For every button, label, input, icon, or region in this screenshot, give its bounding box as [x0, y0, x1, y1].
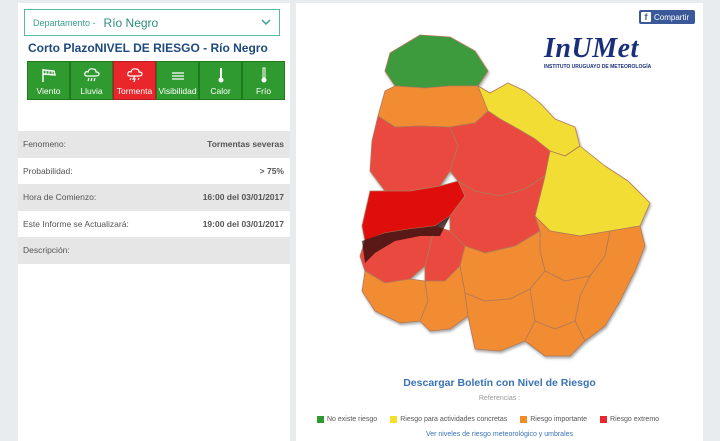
risk-legend: No existe riesgo Riesgo para actividades…	[317, 416, 672, 423]
uruguay-risk-map	[359, 34, 651, 357]
info-label: Hora de Comienzo:	[23, 192, 97, 203]
risk-label: Calor	[210, 86, 231, 96]
risk-label: Frío	[255, 86, 272, 96]
risk-label: Visibilidad	[158, 86, 197, 96]
thermometer-hot-icon	[218, 68, 223, 83]
info-table: Fenomeno: Tormentas severas Probabilidad…	[18, 131, 290, 264]
legend-label: Riesgo extremo	[610, 416, 660, 423]
thermometer-cold-icon	[261, 67, 266, 83]
info-value: Tormentas severas	[207, 139, 284, 150]
legend-swatch	[600, 416, 608, 423]
departamento-value: Río Negro	[103, 15, 159, 30]
legend-label: No existe riesgo	[327, 416, 378, 423]
storm-shadow	[362, 216, 450, 263]
info-value: > 75%	[259, 165, 284, 176]
legend-swatch	[520, 416, 528, 423]
risk-label: Tormenta	[116, 86, 153, 96]
info-row-probabilidad: Probabilidad: > 75%	[18, 158, 290, 185]
logo-sub-text: INSTITUTO URUGUAYO DE METEOROLOGÍA	[544, 64, 652, 70]
legend-swatch	[317, 416, 324, 423]
share-label: Compartir	[654, 12, 690, 22]
info-row-descripcion: Descripción:	[18, 237, 290, 264]
info-row-fenomeno: Fenomeno: Tormentas severas	[18, 131, 290, 158]
chevron-down-icon	[261, 19, 271, 26]
left-panel: Departamento - Río Negro Corto PlazoNIVE…	[18, 3, 290, 441]
risk-thresholds-link[interactable]: Ver niveles de riesgo meteorológico y um…	[425, 431, 574, 438]
region-artigas	[384, 34, 489, 89]
region-salto	[377, 85, 491, 128]
download-bulletin-link[interactable]: Descargar Boletín con Nivel de Riesgo	[403, 377, 596, 389]
region-paysandu	[369, 115, 459, 192]
region-cerro-largo	[534, 145, 651, 237]
risk-icon-viento[interactable]: Viento	[27, 61, 70, 100]
inumet-logo: InUMet INSTITUTO URUGUAYO DE METEOROLOGÍ…	[544, 33, 656, 71]
storm-cloud-icon	[126, 68, 143, 83]
legend-item-activities: Riesgo para actividades concretas	[390, 416, 507, 423]
rain-cloud-icon	[83, 68, 100, 82]
facebook-share-button[interactable]: f Compartir	[639, 10, 695, 24]
info-label: Descripción:	[23, 245, 70, 256]
legend-label: Riesgo importante	[530, 416, 588, 423]
info-label: Este Informe se Actualizará:	[23, 218, 129, 229]
legend-item-extreme: Riesgo extremo	[600, 416, 659, 423]
region-rocha	[574, 225, 646, 342]
info-value: 19:00 del 03/01/2017	[202, 218, 284, 229]
info-value: 16:00 del 03/01/2017	[202, 192, 284, 203]
logo-main-text: InUMet	[544, 33, 639, 64]
risk-icons: Viento Lluvia Tormenta Visibilidad Calor…	[27, 61, 285, 100]
risk-icon-calor[interactable]: Calor	[199, 61, 242, 100]
region-san-jose	[419, 265, 469, 332]
legend-label: Riesgo para actividades concretas	[400, 416, 508, 423]
risk-icon-tormenta[interactable]: Tormenta	[113, 61, 156, 100]
risk-icon-visibilidad[interactable]: Visibilidad	[156, 61, 199, 100]
info-label: Probabilidad:	[23, 165, 73, 176]
departamento-label: Departamento -	[33, 17, 96, 28]
fog-lines-icon	[171, 72, 184, 80]
right-panel: f Compartir	[296, 3, 703, 441]
region-maldonado	[524, 320, 586, 357]
risk-label: Viento	[36, 86, 61, 96]
legend-item-important: Riesgo importante	[520, 416, 587, 423]
legend-swatch	[390, 416, 398, 423]
departamento-select[interactable]: Departamento - Río Negro	[24, 9, 280, 36]
page-title: Corto PlazoNIVEL DE RIESGO - Río Negro	[28, 41, 268, 55]
references-label: Referencias :	[478, 395, 521, 402]
facebook-icon: f	[641, 12, 651, 22]
risk-icon-lluvia[interactable]: Lluvia	[70, 61, 113, 100]
info-label: Fenomeno:	[23, 139, 66, 150]
risk-label: Lluvia	[80, 86, 103, 96]
risk-icon-frio[interactable]: Frío	[242, 61, 285, 100]
info-row-hora: Hora de Comienzo: 16:00 del 03/01/2017	[18, 184, 290, 211]
wind-flag-icon	[41, 69, 56, 82]
legend-item-no-risk: No existe riesgo	[317, 416, 377, 423]
info-row-actualizara: Este Informe se Actualizará: 19:00 del 0…	[18, 211, 290, 238]
